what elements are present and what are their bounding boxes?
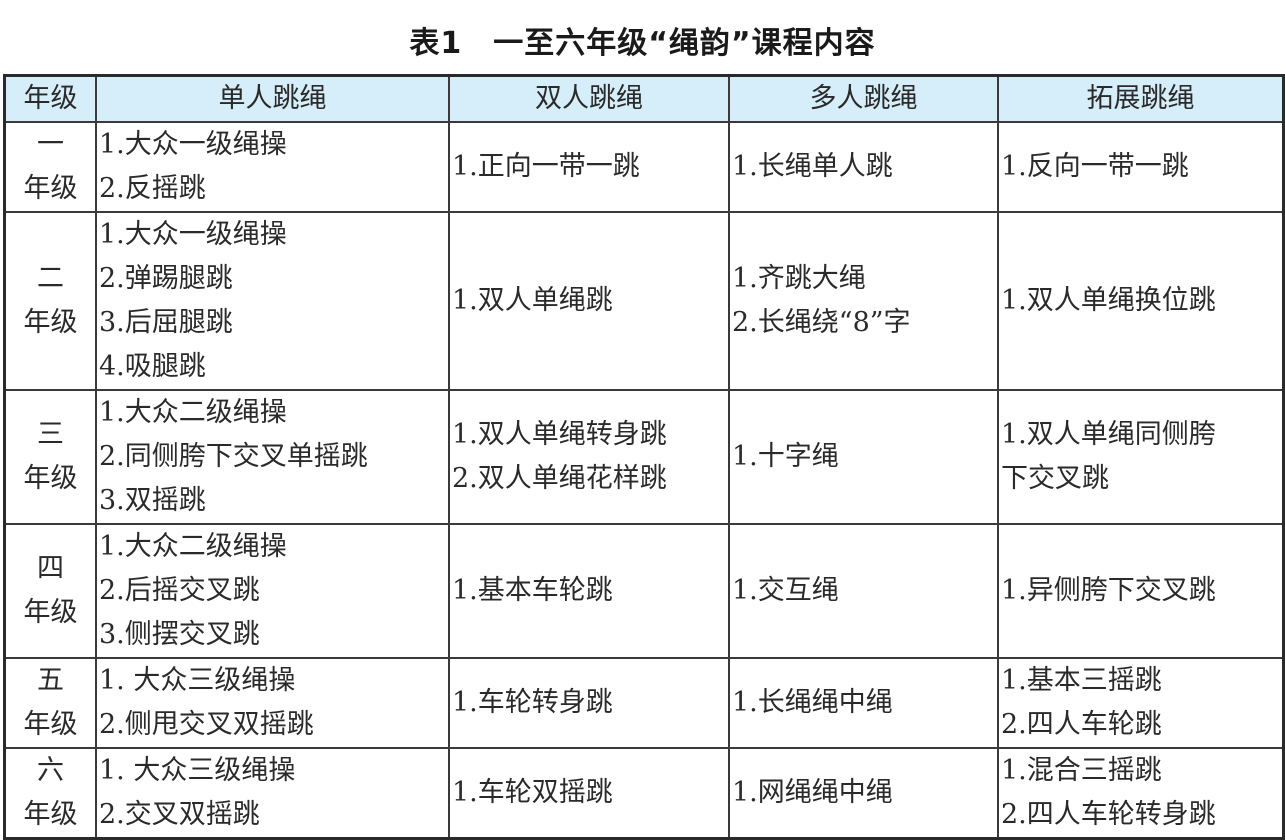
grade-cell: 五年级 bbox=[3, 657, 97, 749]
cell-line: 年级 bbox=[23, 307, 78, 338]
grade-cell: 三年级 bbox=[3, 389, 97, 525]
double-rope-cell: 1.双人单绳转身跳 2.双人单绳花样跳 bbox=[448, 389, 730, 525]
double-rope-cell: 1.双人单绳跳 bbox=[448, 211, 730, 391]
cell-line: 年级 bbox=[23, 597, 78, 628]
table-row: 五年级 1. 大众三级绳操 2.侧甩交叉双摇跳 1.车轮转身跳 1.长绳绳中绳 1.基本三… bbox=[3, 657, 1285, 749]
header-double-rope: 双人跳绳 bbox=[448, 74, 730, 123]
cell-line: 1.大众二级绳操 bbox=[99, 397, 287, 428]
cell-line: 1.混合三摇跳 bbox=[1001, 755, 1162, 786]
cell-line: 2.侧甩交叉双摇跳 bbox=[99, 709, 314, 740]
cell-line: 2.双人单绳花样跳 bbox=[452, 463, 667, 494]
double-rope-cell: 1.正向一带一跳 bbox=[448, 121, 730, 213]
cell-line: 2.长绳绕“8”字 bbox=[732, 307, 911, 338]
cell-line: 1.异侧胯下交叉跳 bbox=[1001, 575, 1216, 606]
multi-rope-cell: 1.齐跳大绳 2.长绳绕“8”字 bbox=[728, 211, 999, 391]
cell-line: 二 bbox=[37, 263, 64, 294]
cell-line: 1.长绳单人跳 bbox=[732, 151, 893, 182]
cell-line: 2.四人车轮跳 bbox=[1001, 709, 1162, 740]
table-row: 二年级 1.大众一级绳操 2.弹踢腿跳 3.后屈腿跳 4.吸腿跳 1.双人单绳跳 1.齐跳大… bbox=[3, 211, 1285, 391]
multi-rope-cell: 1.长绳单人跳 bbox=[728, 121, 999, 213]
extended-rope-cell: 1.混合三摇跳 2.四人车轮转身跳 bbox=[997, 747, 1285, 840]
cell-line: 1. 大众三级绳操 bbox=[99, 755, 296, 786]
cell-line: 1.大众一级绳操 bbox=[99, 219, 287, 250]
cell-line: 2.弹踢腿跳 bbox=[99, 263, 233, 294]
grade-cell: 四年级 bbox=[3, 523, 97, 659]
cell-line: 2.反摇跳 bbox=[99, 173, 206, 204]
cell-line: 1. 大众三级绳操 bbox=[99, 665, 296, 696]
curriculum-table: 年级 单人跳绳 双人跳绳 多人跳绳 拓展跳绳 一年级 1.大众一级绳操 2.反摇跳 1.正向一… bbox=[3, 74, 1285, 840]
extended-rope-cell: 1.异侧胯下交叉跳 bbox=[997, 523, 1285, 659]
multi-rope-cell: 1.长绳绳中绳 bbox=[728, 657, 999, 749]
extended-rope-cell: 1.基本三摇跳 2.四人车轮跳 bbox=[997, 657, 1285, 749]
cell-line: 1.正向一带一跳 bbox=[452, 151, 640, 182]
cell-line: 2.交叉双摇跳 bbox=[99, 799, 260, 830]
single-rope-cell: 1. 大众三级绳操 2.侧甩交叉双摇跳 bbox=[95, 657, 450, 749]
grade-cell: 一年级 bbox=[3, 121, 97, 213]
cell-line: 1.双人单绳转身跳 bbox=[452, 419, 667, 450]
cell-line: 2.同侧胯下交叉单摇跳 bbox=[99, 441, 368, 472]
cell-line: 1.车轮双摇跳 bbox=[452, 777, 613, 808]
cell-line: 六 bbox=[37, 755, 64, 786]
cell-line: 1.双人单绳跳 bbox=[452, 285, 613, 316]
single-rope-cell: 1.大众一级绳操 2.反摇跳 bbox=[95, 121, 450, 213]
cell-line: 年级 bbox=[23, 463, 78, 494]
cell-line: 1.基本车轮跳 bbox=[452, 575, 613, 606]
table-title: 表1 一至六年级“绳韵”课程内容 bbox=[409, 26, 876, 61]
cell-line: 1.大众二级绳操 bbox=[99, 531, 287, 562]
cell-line: 1.齐跳大绳 bbox=[732, 263, 866, 294]
cell-line: 1.基本三摇跳 bbox=[1001, 665, 1162, 696]
cell-line: 2.四人车轮转身跳 bbox=[1001, 799, 1216, 830]
cell-line: 下交叉跳 bbox=[1001, 463, 1109, 494]
grade-cell: 二年级 bbox=[3, 211, 97, 391]
header-single-rope: 单人跳绳 bbox=[95, 74, 450, 123]
cell-line: 3.后屈腿跳 bbox=[99, 307, 233, 338]
cell-line: 年级 bbox=[23, 709, 78, 740]
cell-line: 4.吸腿跳 bbox=[99, 351, 206, 382]
cell-line: 1.长绳绳中绳 bbox=[732, 687, 893, 718]
double-rope-cell: 1.基本车轮跳 bbox=[448, 523, 730, 659]
cell-line: 一 bbox=[37, 129, 64, 160]
single-rope-cell: 1.大众二级绳操 2.同侧胯下交叉单摇跳 3.双摇跳 bbox=[95, 389, 450, 525]
table-row: 一年级 1.大众一级绳操 2.反摇跳 1.正向一带一跳 1.长绳单人跳 1.反向一带一跳 bbox=[3, 121, 1285, 213]
table-row: 六年级 1. 大众三级绳操 2.交叉双摇跳 1.车轮双摇跳 1.网绳绳中绳 1.混合三摇跳… bbox=[3, 747, 1285, 840]
double-rope-cell: 1.车轮转身跳 bbox=[448, 657, 730, 749]
header-extended-rope: 拓展跳绳 bbox=[997, 74, 1285, 123]
header-grade: 年级 bbox=[3, 74, 97, 123]
header-multi-rope: 多人跳绳 bbox=[728, 74, 999, 123]
grade-cell: 六年级 bbox=[3, 747, 97, 840]
cell-line: 1.网绳绳中绳 bbox=[732, 777, 893, 808]
cell-line: 3.双摇跳 bbox=[99, 485, 206, 516]
cell-line: 四 bbox=[37, 553, 64, 584]
single-rope-cell: 1. 大众三级绳操 2.交叉双摇跳 bbox=[95, 747, 450, 840]
cell-line: 三 bbox=[37, 419, 64, 450]
cell-line: 年级 bbox=[23, 173, 78, 204]
multi-rope-cell: 1.十字绳 bbox=[728, 389, 999, 525]
cell-line: 1.交互绳 bbox=[732, 575, 839, 606]
multi-rope-cell: 1.网绳绳中绳 bbox=[728, 747, 999, 840]
cell-line: 1.十字绳 bbox=[732, 441, 839, 472]
cell-line: 年级 bbox=[23, 799, 78, 830]
cell-line: 五 bbox=[37, 665, 64, 696]
cell-line: 2.后摇交叉跳 bbox=[99, 575, 260, 606]
cell-line: 1.大众一级绳操 bbox=[99, 129, 287, 160]
cell-line: 1.双人单绳同侧胯 bbox=[1001, 419, 1216, 450]
cell-line: 1.双人单绳换位跳 bbox=[1001, 285, 1216, 316]
extended-rope-cell: 1.双人单绳同侧胯 下交叉跳 bbox=[997, 389, 1285, 525]
double-rope-cell: 1.车轮双摇跳 bbox=[448, 747, 730, 840]
extended-rope-cell: 1.反向一带一跳 bbox=[997, 121, 1285, 213]
multi-rope-cell: 1.交互绳 bbox=[728, 523, 999, 659]
cell-line: 1.车轮转身跳 bbox=[452, 687, 613, 718]
single-rope-cell: 1.大众二级绳操 2.后摇交叉跳 3.侧摆交叉跳 bbox=[95, 523, 450, 659]
cell-line: 1.反向一带一跳 bbox=[1001, 151, 1189, 182]
table-body: 一年级 1.大众一级绳操 2.反摇跳 1.正向一带一跳 1.长绳单人跳 1.反向一带一跳二… bbox=[3, 121, 1285, 840]
table-row: 四年级 1.大众二级绳操 2.后摇交叉跳 3.侧摆交叉跳 1.基本车轮跳 1.交互绳 1.异… bbox=[3, 523, 1285, 659]
cell-line: 3.侧摆交叉跳 bbox=[99, 619, 260, 650]
table-row: 三年级 1.大众二级绳操 2.同侧胯下交叉单摇跳 3.双摇跳 1.双人单绳转身跳 2.双人… bbox=[3, 389, 1285, 525]
single-rope-cell: 1.大众一级绳操 2.弹踢腿跳 3.后屈腿跳 4.吸腿跳 bbox=[95, 211, 450, 391]
extended-rope-cell: 1.双人单绳换位跳 bbox=[997, 211, 1285, 391]
header-row: 年级 单人跳绳 双人跳绳 多人跳绳 拓展跳绳 bbox=[3, 74, 1285, 123]
